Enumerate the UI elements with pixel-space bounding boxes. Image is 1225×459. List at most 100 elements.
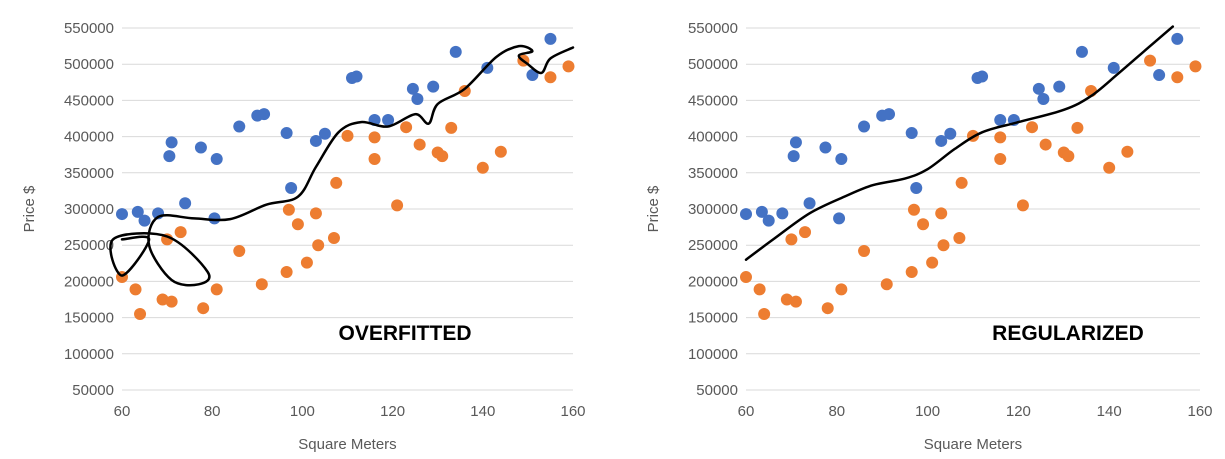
x-tick-label: 100 [915,403,940,420]
orange-data-point [1189,60,1202,73]
orange-data-point [197,302,210,315]
x-tick-label: 100 [290,403,315,420]
orange-data-point [330,176,343,189]
blue-data-point [762,214,775,227]
y-tick-label: 50000 [696,382,738,399]
y-tick-label: 300000 [688,201,738,218]
blue-data-point [350,70,363,83]
orange-data-point [400,121,413,134]
blue-data-point [1153,69,1166,82]
orange-data-point [291,218,304,231]
y-axis-title: Price $ [645,185,662,232]
orange-data-point [1103,161,1116,174]
orange-data-point [413,138,426,151]
y-tick-label: 50000 [72,382,114,399]
overfitted-label: OVERFITTED [338,322,471,345]
blue-data-point [285,182,298,195]
blue-data-point [858,120,871,133]
blue-data-point [280,126,293,139]
orange-data-point [280,265,293,278]
orange-data-point [156,293,169,306]
orange-data-point [789,295,802,308]
blue-data-point [163,150,176,163]
y-tick-label: 250000 [688,237,738,254]
overfitted-scatter-chart: 50000 100000 150000 200000 250000 300000 35000… [21,20,586,453]
orange-data-point [327,231,340,244]
blue-data-point [210,153,223,166]
regularized-label: REGULARIZED [992,322,1144,345]
orange-data-point [1062,150,1075,163]
regularized-scatter-chart: 50000 100000 150000 200000 250000 300000 35000… [645,20,1213,453]
orange-data-point [835,283,848,296]
orange-data-point [821,302,834,315]
blue-data-point [179,197,192,210]
orange-data-point [1039,138,1052,151]
blue-data-point [1053,80,1066,93]
y-tick-label: 350000 [64,165,114,182]
blue-data-point [1075,45,1088,58]
blue-data-point [1107,61,1120,74]
x-tick-label: 120 [380,403,405,420]
orange-data-point [300,256,313,269]
blue-data-point [994,113,1007,126]
orange-data-point [134,307,147,320]
y-tick-label: 100000 [64,346,114,363]
orange-data-point [1144,54,1157,67]
blue-data-point [944,127,957,140]
orange-data-point [1121,145,1134,158]
blue-data-point [427,80,440,93]
blue-data-point [544,32,557,45]
blue-data-point [194,141,207,154]
y-tick-label: 550000 [64,20,114,37]
blue-data-point [382,113,395,126]
y-tick-label: 450000 [688,92,738,109]
blue-data-point [309,134,322,147]
orange-data-point [955,176,968,189]
blue-data-point [1037,92,1050,105]
blue-data-point [787,150,800,163]
orange-data-point [391,199,404,212]
blue-data-point [481,61,494,74]
y-tick-label: 150000 [688,310,738,327]
orange-data-point [312,239,325,252]
orange-data-point [282,203,295,216]
orange-data-point [1171,71,1184,84]
blue-data-point [131,205,144,218]
orange-data-point [210,283,223,296]
y-axis-title: Price $ [21,185,38,232]
blue-data-point [819,141,832,154]
orange-data-point [905,265,918,278]
y-tick-label: 200000 [64,273,114,290]
orange-data-point [458,84,471,97]
blue-data-point [776,207,789,220]
orange-data-point [880,278,893,291]
x-tick-label: 60 [738,403,755,420]
blue-data-point [910,182,923,195]
blue-data-point [116,208,128,221]
y-tick-label: 250000 [64,237,114,254]
orange-data-point [953,231,966,244]
y-tick-label: 400000 [688,129,738,146]
orange-data-point [1026,121,1039,134]
blue-data-point [526,69,539,82]
orange-data-point [129,283,142,296]
orange-data-point [476,161,489,174]
orange-data-point [917,218,930,231]
blue-data-point [740,208,752,221]
orange-data-point [562,60,575,73]
blue-data-point [138,214,151,227]
blue-data-point [411,92,424,105]
x-tick-label: 160 [560,403,585,420]
orange-data-point [799,226,812,239]
overfitted-fit-curve [109,44,575,287]
x-tick-label: 80 [204,403,221,420]
blue-data-point [976,70,989,83]
x-tick-label: 120 [1006,403,1031,420]
x-tick-label: 140 [1097,403,1122,420]
blue-data-point [318,127,331,140]
orange-data-point [494,145,507,158]
x-tick-label: 60 [114,403,131,420]
orange-data-point [341,129,354,142]
orange-data-point [368,153,381,166]
orange-data-point [436,150,449,163]
